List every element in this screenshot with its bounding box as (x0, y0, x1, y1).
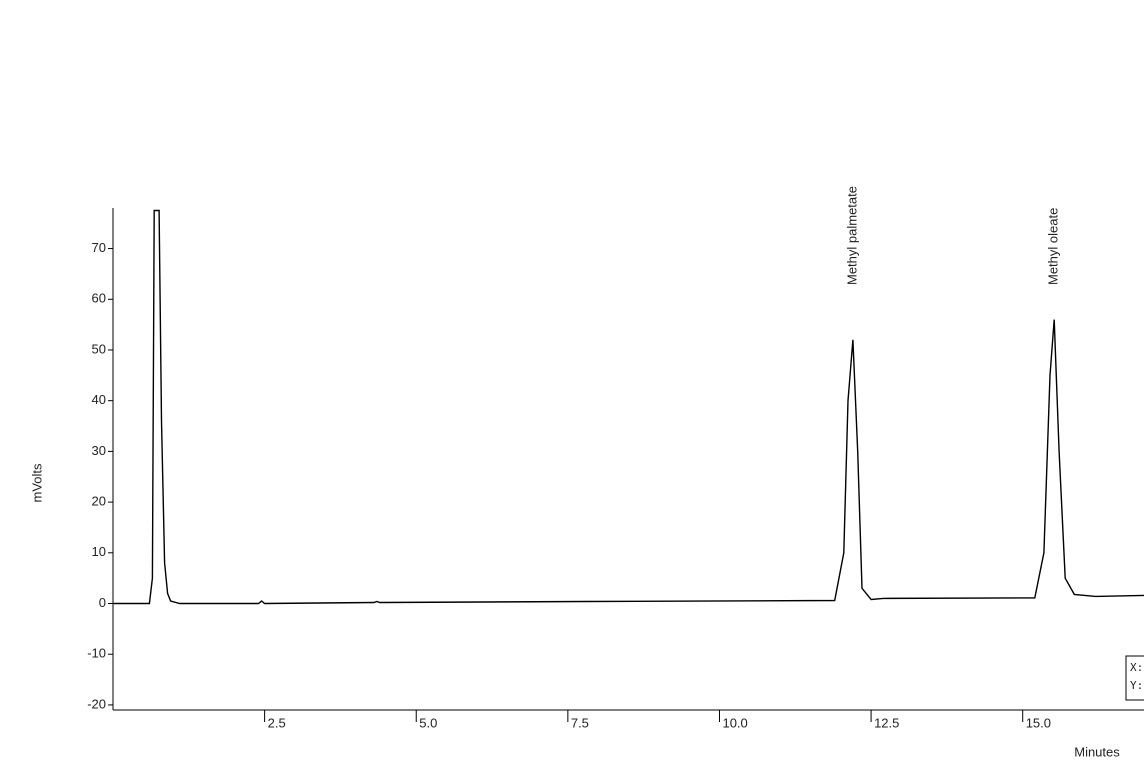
y-tick-label: 40 (92, 392, 106, 407)
x-axis-label: Minutes (1074, 744, 1120, 759)
y-tick-label: 70 (92, 240, 106, 255)
y-tick-label: -20 (87, 696, 106, 711)
y-tick-label: 20 (92, 494, 106, 509)
plot-area (113, 211, 1144, 604)
y-tick-label: 10 (92, 544, 106, 559)
chart: Minutes mVolts -20 -10 0 10 20 30 40 50 60 70 2.5 5… (0, 0, 1144, 765)
y-tick-label: 0 (99, 595, 106, 610)
cursor-label: X: (1130, 661, 1143, 674)
cursor-label: Y: (1130, 679, 1143, 692)
peak-annotation: Methyl oleate (1046, 208, 1061, 285)
x-tick-label: 10.0 (722, 715, 747, 730)
y-tick-label: -10 (87, 646, 106, 661)
x-tick-label: 5.0 (419, 715, 437, 730)
y-tick-label: 60 (92, 291, 106, 306)
y-tick-label: 30 (92, 443, 106, 458)
x-tick-label: 7.5 (571, 715, 589, 730)
trace (113, 211, 1144, 604)
x-tick-label: 15.0 (1026, 715, 1051, 730)
peak-annotation: Methyl palmetate (844, 186, 859, 285)
y-tick-label: 50 (92, 341, 106, 356)
x-tick-label: 12.5 (874, 715, 899, 730)
x-tick-label: 2.5 (268, 715, 286, 730)
y-axis-label: mVolts (29, 463, 44, 503)
